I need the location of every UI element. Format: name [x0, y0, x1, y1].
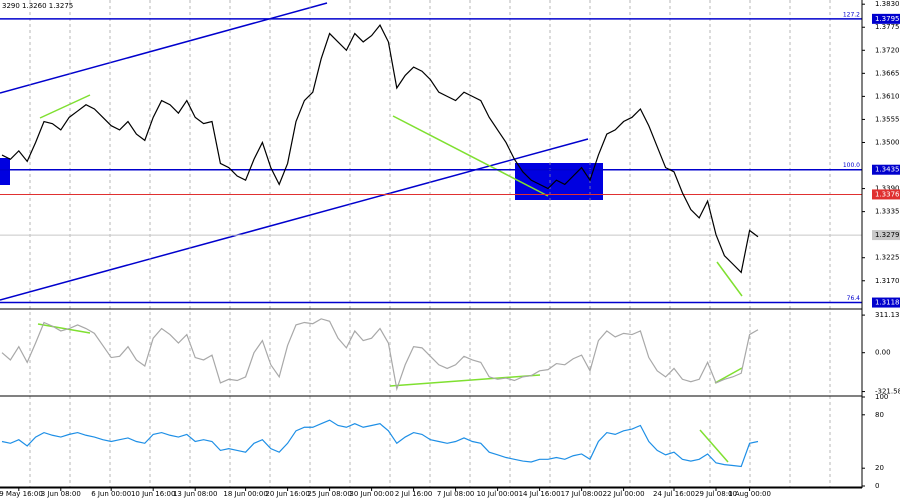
level-tag: [872, 297, 900, 308]
level-label: 1.3435: [875, 166, 900, 174]
y-tick-label: 1.3775: [875, 23, 900, 31]
chart-title: 3290 1.3260 1.3275: [2, 2, 73, 10]
x-tick-label: 20 Jun 16:00: [265, 490, 309, 498]
divergence-line: [37, 323, 91, 334]
x-tick-label: 3 Jun 08:00: [41, 490, 81, 498]
y-tick-label: 1.3335: [875, 208, 900, 216]
fib-label: 100.0: [843, 162, 860, 169]
y-tick-label: -321.584: [875, 388, 900, 396]
divergence-line: [392, 115, 549, 197]
level-label: 1.3118: [875, 299, 900, 307]
level-label: 1.3376: [875, 190, 900, 198]
level-tag: [872, 164, 900, 175]
divergence-line: [39, 94, 91, 119]
series-line: [1, 24, 759, 274]
level-label: 1.3795: [875, 15, 900, 23]
y-tick-label: 1.3555: [875, 115, 900, 123]
x-tick-label: 6 Jun 00:00: [91, 490, 131, 498]
x-tick-label: 10 Jun 16:00: [131, 490, 175, 498]
y-tick-label: 0: [875, 482, 879, 490]
level-tag: [872, 230, 900, 241]
y-tick-label: 1.3610: [875, 92, 900, 100]
x-tick-label: 14 Jul 16:00: [519, 490, 561, 498]
y-tick-label: 80: [875, 411, 884, 419]
x-tick-label: 29 May 16:00: [0, 490, 43, 498]
y-tick-label: 1.3720: [875, 46, 900, 54]
x-tick-label: 2 Jul 16:00: [395, 490, 433, 498]
y-tick-label: 311.138: [875, 311, 900, 319]
series-line: [1, 318, 759, 392]
x-tick-label: 7 Jul 08:00: [437, 490, 475, 498]
level-tag: [872, 189, 900, 200]
series-line: [1, 419, 759, 468]
y-tick-label: 1.3665: [875, 69, 900, 77]
divergence-line: [699, 429, 729, 463]
x-tick-label: 25 Jun 08:00: [307, 490, 351, 498]
divergence-line: [716, 261, 743, 297]
x-tick-label: 22 Jul 00:00: [603, 490, 645, 498]
y-tick-label: 1.3830: [875, 0, 900, 8]
fib-label: 127.2: [843, 11, 860, 18]
divergence-line: [714, 367, 743, 384]
y-tick-label: 1.3170: [875, 277, 900, 285]
y-tick-label: 20: [875, 464, 884, 472]
y-tick-label: 100: [875, 393, 888, 401]
x-tick-label: 18 Jun 00:00: [223, 490, 267, 498]
level-label: 1.3279: [875, 231, 900, 239]
x-tick-label: 30 Jun 00:00: [349, 490, 393, 498]
x-tick-label: 10 Jul 00:00: [477, 490, 519, 498]
x-tick-label: 13 Jun 08:00: [173, 490, 217, 498]
x-tick-label: 1 Aug 00:00: [728, 490, 771, 498]
x-tick-label: 24 Jul 16:00: [653, 490, 695, 498]
y-tick-label: 1.3390: [875, 185, 900, 193]
y-tick-label: 1.3500: [875, 138, 900, 146]
y-tick-label: 0.00: [875, 349, 891, 357]
zone-box: [0, 158, 10, 185]
x-tick-label: 29 Jul 08:00: [695, 490, 737, 498]
y-tick-label: 1.3225: [875, 254, 900, 262]
level-tag: [872, 13, 900, 24]
fib-label: 76.4: [847, 295, 861, 302]
channel-line: [0, 2, 328, 94]
x-tick-label: 17 Jul 08:00: [561, 490, 603, 498]
divergence-line: [389, 374, 541, 387]
